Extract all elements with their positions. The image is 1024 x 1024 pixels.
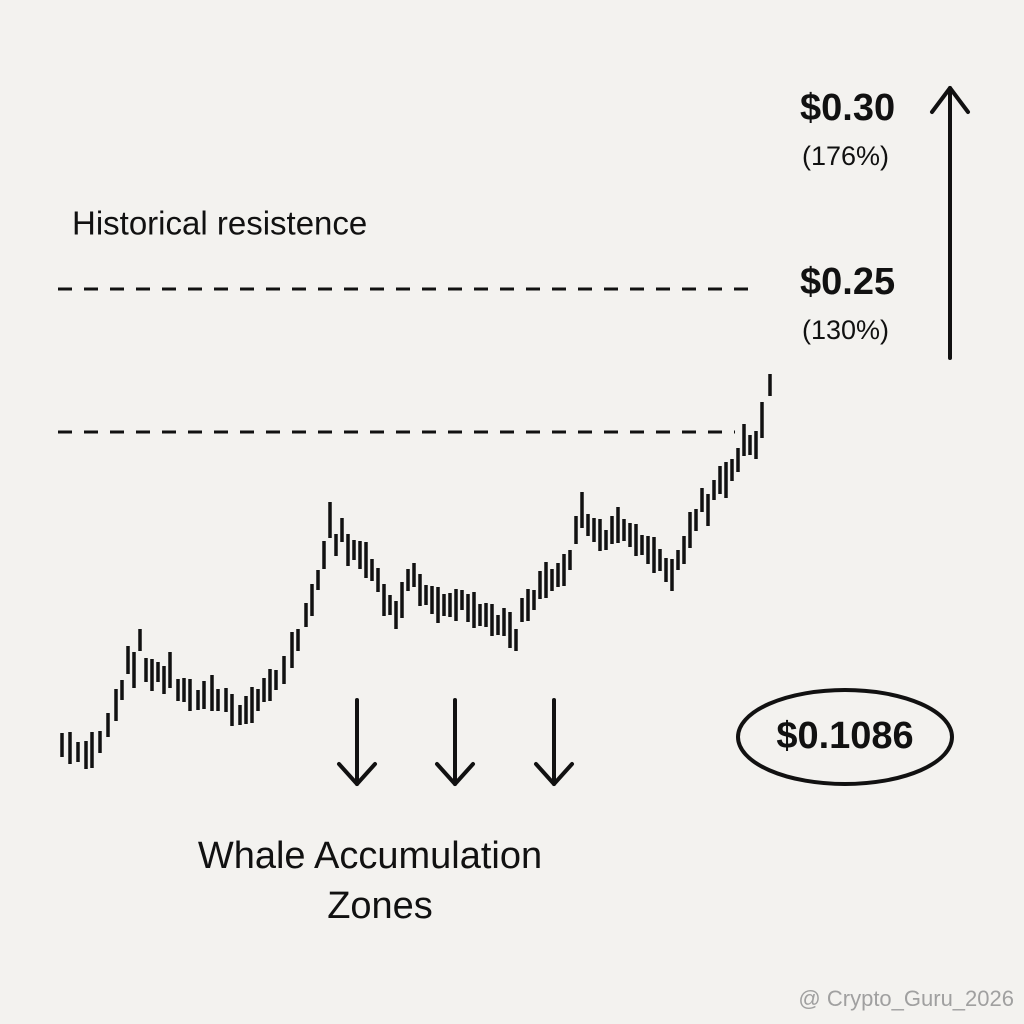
watermark: @ Crypto_Guru_2026 (798, 986, 1014, 1011)
up-arrow (930, 86, 970, 360)
target-high-percent: (176%) (802, 141, 889, 171)
zones-label: Zones (327, 885, 433, 927)
current-price: $0.1086 (776, 715, 913, 757)
resistance-label: Historical resistence (72, 205, 367, 242)
price-sketch (60, 374, 772, 769)
down-arrows (337, 698, 574, 786)
target-low-price: $0.25 (800, 261, 895, 303)
target-low-percent: (130%) (802, 315, 889, 345)
zones-label: Whale Accumulation (198, 835, 542, 877)
target-high-price: $0.30 (800, 87, 895, 129)
price-ellipse (736, 688, 954, 786)
